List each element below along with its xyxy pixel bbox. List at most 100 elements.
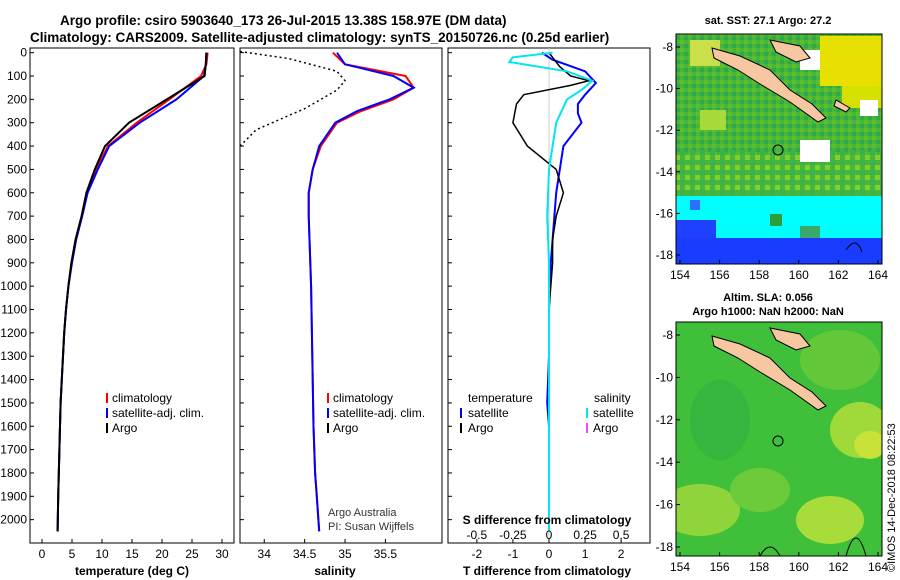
- x-tick-label: 15: [125, 547, 139, 561]
- map-y-tick-label: -8: [662, 40, 673, 54]
- salinity-xlabel: salinity: [314, 564, 356, 578]
- map-y-tick-label: -12: [656, 123, 674, 137]
- s-tick-label: 0: [546, 528, 553, 542]
- series-salinity-satellite: [507, 51, 595, 532]
- salinity-plot-frame: [239, 47, 443, 544]
- y-tick-label: 800: [7, 232, 27, 246]
- y-tick-label: 100: [7, 69, 27, 83]
- difference-panel: -2 -1 0 1 2 S difference from climatology -0…: [447, 47, 651, 578]
- map-y-tick-label: -14: [656, 455, 674, 469]
- legend-satellite: satellite-adj. clim.: [333, 406, 425, 420]
- map-y-tick-label: -16: [656, 206, 674, 220]
- x-tick-label: 35.5: [374, 547, 398, 561]
- legend-t-satellite: satellite: [468, 406, 509, 420]
- y-tick-label: 2000: [0, 513, 27, 527]
- temperature-panel: 0100200300400500600700800900100011001200…: [0, 46, 235, 578]
- series-argo: [239, 50, 346, 147]
- credit-pi: PI: Susan Wijffels: [328, 521, 414, 533]
- y-tick-label: 1800: [0, 466, 27, 480]
- legend-climatology: climatology: [112, 391, 172, 405]
- map-x-tick-label: 158: [749, 560, 769, 574]
- map-y-tick-label: -10: [656, 370, 674, 384]
- y-tick-label: 1600: [0, 419, 27, 433]
- x-tick-label: 20: [155, 547, 169, 561]
- x-tick-label: 2: [618, 547, 625, 561]
- sla-map-frame: [675, 321, 883, 557]
- y-tick-label: 600: [7, 186, 27, 200]
- map-y-tick-label: -14: [656, 165, 674, 179]
- y-tick-label: 1400: [0, 373, 27, 387]
- salinity-axis: 34 34.5 35 35.5: [240, 52, 398, 561]
- map-y-tick-label: -18: [656, 540, 674, 554]
- imos-watermark: ©IMOS 14-Dec-2018 08:22:53: [886, 423, 898, 572]
- map-y-tick-label: -8: [662, 328, 673, 342]
- salinity-panel: 34 34.5 35 35.5 salinity climatology satell…: [239, 47, 443, 578]
- sst-map: sat. SST: 27.1 Argo: 27.2: [656, 15, 889, 282]
- sst-field: [676, 34, 882, 264]
- legend-climatology: climatology: [333, 391, 393, 405]
- map-x-tick-label: 164: [868, 268, 888, 282]
- legend-salinity-title: salinity: [594, 391, 631, 405]
- x-tick-label: -1: [508, 547, 519, 561]
- y-tick-label: 700: [7, 209, 27, 223]
- y-tick-label: 1300: [0, 349, 27, 363]
- legend-argo: Argo: [112, 421, 138, 435]
- x-tick-label: 30: [215, 547, 229, 561]
- x-tick-label: 35: [338, 547, 352, 561]
- x-tick-label: -2: [472, 547, 483, 561]
- s-tick-label: -0.5: [467, 528, 488, 542]
- map-x-tick-label: 154: [670, 268, 690, 282]
- y-tick-label: 1900: [0, 489, 27, 503]
- y-tick-label: 1700: [0, 443, 27, 457]
- sla-map: Altim. SLA: 0.056 Argo h1000: NaN h2000:…: [656, 292, 889, 574]
- y-tick-label: 1100: [1, 303, 27, 317]
- series-argo: [56, 52, 208, 532]
- y-tick-label: 1200: [0, 326, 27, 340]
- temperature-legend: climatology satellite-adj. clim. Argo: [106, 391, 204, 435]
- temperature-xlabel: temperature (deg C): [75, 564, 189, 578]
- legend-satellite: satellite-adj. clim.: [112, 406, 204, 420]
- credit-argo-australia: Argo Australia: [328, 507, 397, 519]
- legend-argo: Argo: [333, 421, 359, 435]
- x-tick-label: 10: [95, 547, 109, 561]
- series-satellite-adj-clim-: [307, 52, 416, 532]
- y-tick-label: 900: [7, 256, 27, 270]
- y-tick-label: 0: [20, 46, 27, 60]
- sla-map-title1: Altim. SLA: 0.056: [723, 292, 813, 304]
- difference-legend: temperature satellite Argo salinity sate…: [460, 391, 634, 435]
- y-tick-label: 200: [7, 92, 27, 106]
- salinity-legend: climatology satellite-adj. clim. Argo: [327, 391, 425, 435]
- map-y-tick-label: -16: [656, 498, 674, 512]
- s-tick-label: 0.25: [573, 528, 597, 542]
- x-tick-label: 5: [69, 547, 76, 561]
- y-tick-label: 1000: [0, 279, 27, 293]
- s-difference-axis: -0.5 -0.25 0 0.25 0.5: [467, 528, 630, 542]
- x-tick-label: 0: [39, 547, 46, 561]
- map-x-tick-label: 160: [789, 268, 809, 282]
- sst-map-frame: [675, 33, 883, 265]
- y-tick-label: 1500: [0, 396, 27, 410]
- map-y-tick-label: -18: [656, 248, 674, 262]
- t-difference-axis: -2 -1 0 1 2: [448, 52, 625, 561]
- y-tick-label: 300: [7, 116, 27, 130]
- sla-field: [676, 322, 882, 556]
- map-x-tick-label: 156: [710, 268, 730, 282]
- legend-temperature-title: temperature: [468, 391, 533, 405]
- x-tick-label: 25: [185, 547, 199, 561]
- map-x-tick-label: 162: [828, 560, 848, 574]
- x-tick-label: 34.5: [293, 547, 317, 561]
- map-x-tick-label: 154: [670, 560, 690, 574]
- map-x-tick-label: 160: [789, 560, 809, 574]
- x-tick-label: 1: [582, 547, 589, 561]
- sst-map-title: sat. SST: 27.1 Argo: 27.2: [705, 15, 832, 27]
- difference-xlabel: T difference from climatology: [463, 564, 631, 578]
- map-y-tick-label: -12: [656, 413, 674, 427]
- figure-title-line2: Climatology: CARS2009. Satellite-adjuste…: [30, 30, 609, 45]
- sla-map-title2: Argo h1000: NaN h2000: NaN: [692, 306, 844, 318]
- x-tick-label: 0: [546, 547, 553, 561]
- s-difference-title: S difference from climatology: [463, 513, 632, 527]
- legend-s-satellite: satellite: [593, 406, 634, 420]
- figure-title-line1: Argo profile: csiro 5903640_173 26-Jul-2…: [60, 13, 506, 28]
- x-tick-label: 34: [258, 547, 272, 561]
